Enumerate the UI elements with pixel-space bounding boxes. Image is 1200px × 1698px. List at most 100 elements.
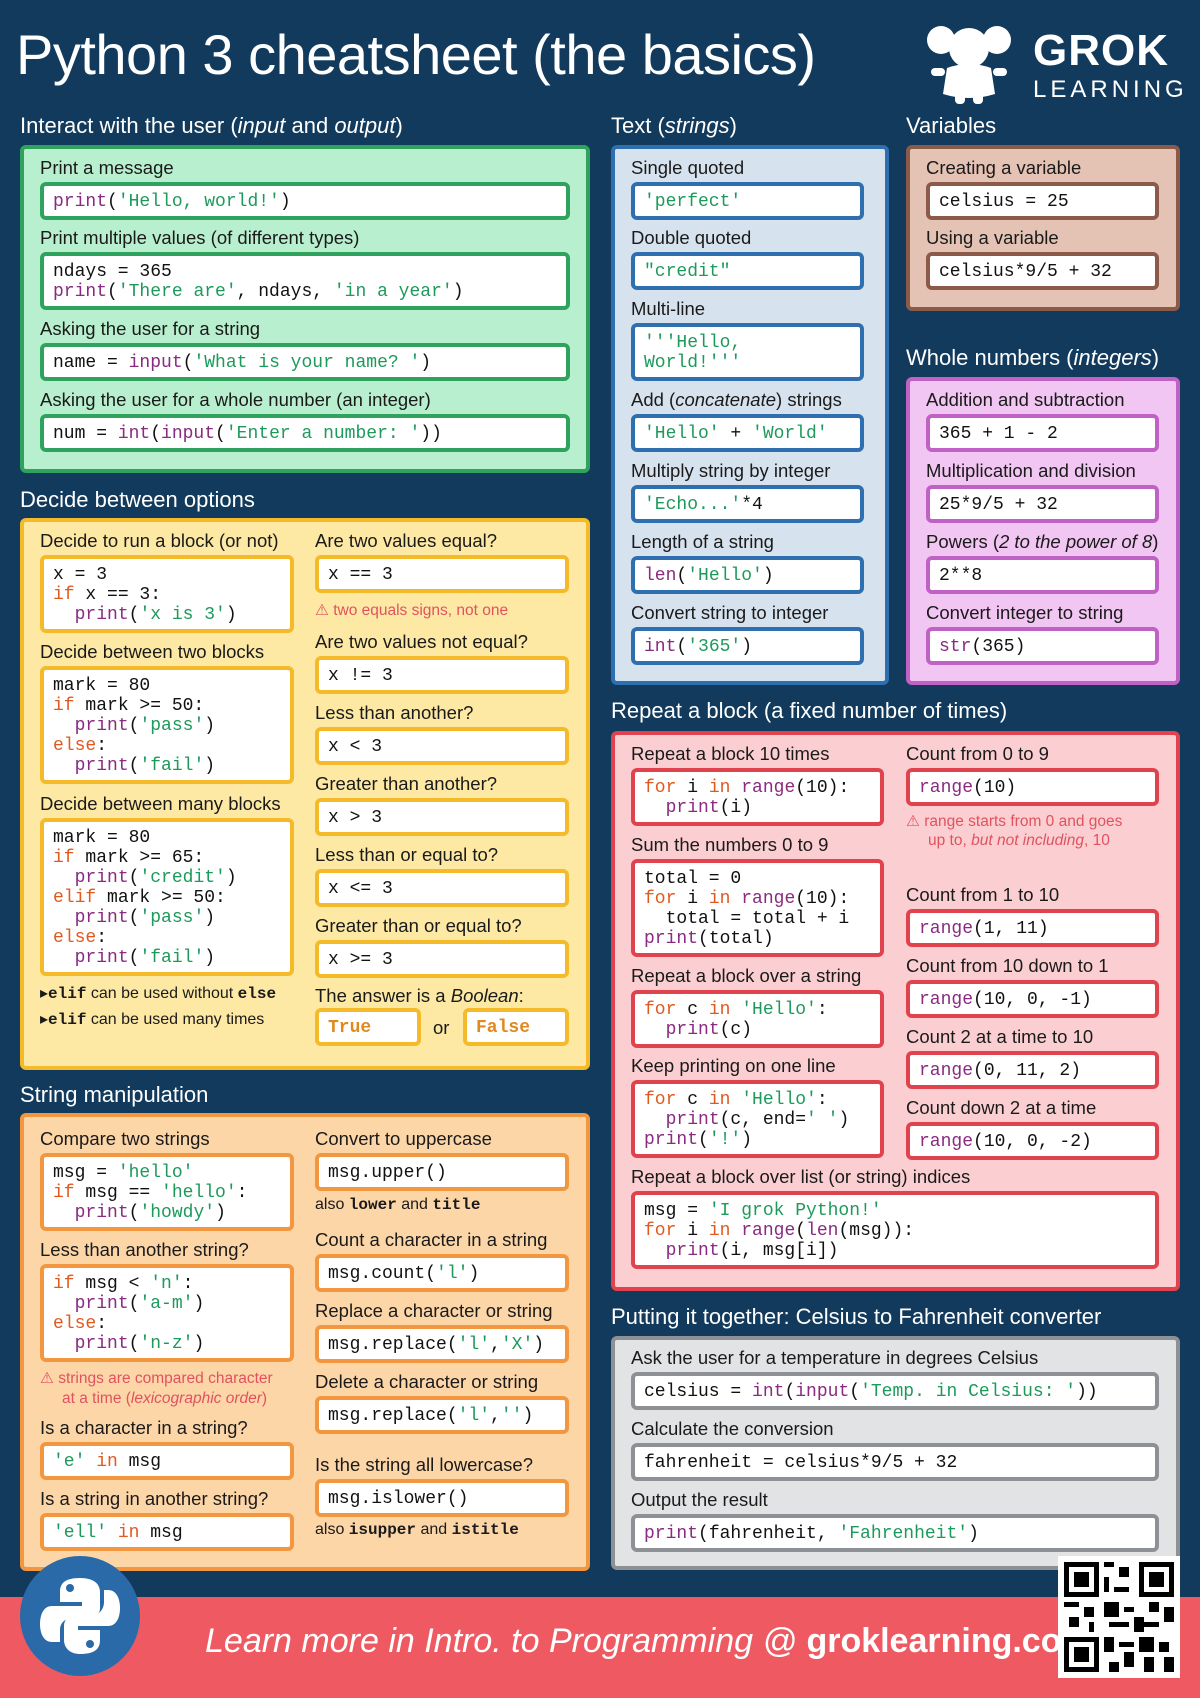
code-delete[interactable]: msg.replace('l','') [315,1396,569,1434]
page-title: Python 3 cheatsheet (the basics) [16,23,816,86]
code-decide-two[interactable]: mark = 80 if mark >= 50: print('pass') e… [40,666,294,784]
code-concatenate[interactable]: 'Hello' + 'World' [631,414,864,452]
warning-range-2: up to, but not including, 10 [928,832,1110,849]
label-less-string: Less than another string? [40,1239,249,1260]
label-repeat-10: Repeat a block 10 times [631,743,830,764]
label-decide-many: Decide between many blocks [40,793,281,814]
code-one-line[interactable]: for c in 'Hello': print(c, end=' ') prin… [631,1080,884,1158]
code-indices[interactable]: msg = 'I grok Python!' for i in range(le… [631,1191,1159,1269]
code-true[interactable]: True [315,1008,421,1046]
label-string-to-int: Convert string to integer [631,602,829,623]
code-ask-string[interactable]: name = input('What is your name? ') [40,343,570,381]
code-not-equal[interactable]: x != 3 [315,656,569,694]
label-compare: Compare two strings [40,1128,210,1149]
label-not-equal: Are two values not equal? [315,631,528,652]
label-print-multiple: Print multiple values (of different type… [40,227,360,248]
note-elif-many: ▸elif can be used many times [40,1011,265,1029]
warning-lexicographic-2: at a time (lexicographic order) [62,1390,268,1407]
code-ask-temp[interactable]: celsius = int(input('Temp. in Celsius: '… [631,1372,1159,1410]
code-string-in[interactable]: 'ell' in msg [40,1513,294,1551]
code-length[interactable]: len('Hello') [631,556,864,594]
code-greater[interactable]: x > 3 [315,798,569,836]
code-ask-integer[interactable]: num = int(input('Enter a number: ')) [40,414,570,452]
label-equal: Are two values equal? [315,530,498,551]
label-ask-string: Asking the user for a string [40,318,261,339]
code-multi-line[interactable]: '''Hello, World!''' [631,323,864,381]
label-sum-numbers: Sum the numbers 0 to 9 [631,834,829,855]
code-less[interactable]: x < 3 [315,727,569,765]
label-count-2: Count 2 at a time to 10 [906,1026,1094,1047]
label-ask-integer: Asking the user for a whole number (an i… [40,389,431,410]
code-count-1-10[interactable]: range(1, 11) [906,909,1159,947]
code-count[interactable]: msg.count('l') [315,1254,569,1292]
code-greater-equal[interactable]: x >= 3 [315,940,569,978]
label-add-sub: Addition and subtraction [926,389,1125,410]
code-mul-div[interactable]: 25*9/5 + 32 [926,485,1159,523]
label-indices: Repeat a block over list (or string) ind… [631,1166,971,1187]
label-replace: Replace a character or string [315,1300,553,1321]
code-single-quoted[interactable]: 'perfect' [631,182,864,220]
code-calc[interactable]: fahrenheit = celsius*9/5 + 32 [631,1443,1159,1481]
code-less-equal[interactable]: x <= 3 [315,869,569,907]
label-print-message: Print a message [40,157,174,178]
label-uppercase: Convert to uppercase [315,1128,492,1149]
footer-bar [0,1597,1200,1698]
code-false[interactable]: False [463,1008,569,1046]
footer-link[interactable]: Learn more in Intro. to Programming @ gr… [205,1622,1092,1660]
code-repeat-string[interactable]: for c in 'Hello': print(c) [631,990,884,1048]
code-double-quoted[interactable]: "credit" [631,252,864,290]
code-less-string[interactable]: if msg < 'n': print('a-m') else: print('… [40,1264,294,1362]
code-print-multiple[interactable]: ndays = 365 print('There are', ndays, 'i… [40,252,570,310]
code-output[interactable]: print(fahrenheit, 'Fahrenheit') [631,1514,1159,1552]
code-sum-numbers[interactable]: total = 0 for i in range(10): total = to… [631,859,884,957]
label-one-line: Keep printing on one line [631,1055,836,1076]
label-repeat-string: Repeat a block over a string [631,965,862,986]
grok-logo[interactable]: GROK LEARNING [925,24,1185,104]
label-multiply-string: Multiply string by integer [631,460,831,481]
qr-code-icon[interactable] [1058,1556,1180,1678]
code-uppercase[interactable]: msg.upper() [315,1153,569,1191]
brand-subtitle: LEARNING [1033,76,1188,103]
code-powers[interactable]: 2**8 [926,556,1159,594]
code-lowercase[interactable]: msg.islower() [315,1479,569,1517]
code-repeat-10[interactable]: for i in range(10): print(i) [631,768,884,826]
code-int-to-string[interactable]: str(365) [926,627,1159,665]
brand-name: GROK [1033,26,1169,75]
label-lowercase: Is the string all lowercase? [315,1454,533,1475]
label-powers: Powers (2 to the power of 8) [926,531,1159,552]
section-title-integers: Whole numbers (integers) [906,345,1160,370]
code-equal[interactable]: x == 3 [315,555,569,593]
section-title-interact: Interact with the user (input and output… [20,113,403,138]
code-create-variable[interactable]: celsius = 25 [926,182,1159,220]
label-or: or [433,1017,450,1038]
section-title-repeat: Repeat a block (a fixed number of times) [611,698,1008,723]
code-count-2[interactable]: range(0, 11, 2) [906,1051,1159,1089]
label-int-to-string: Convert integer to string [926,602,1124,623]
note-isupper-istitle: also isupper and istitle [315,1521,519,1539]
code-char-in[interactable]: 'e' in msg [40,1442,294,1480]
label-calc: Calculate the conversion [631,1418,834,1439]
code-replace[interactable]: msg.replace('l','X') [315,1325,569,1363]
label-delete: Delete a character or string [315,1371,539,1392]
code-decide-many[interactable]: mark = 80 if mark >= 65: print('credit')… [40,818,294,976]
label-multi-line: Multi-line [631,298,706,319]
code-compare[interactable]: msg = 'hello' if msg == 'hello': print('… [40,1153,294,1231]
code-multiply-string[interactable]: 'Echo...'*4 [631,485,864,523]
label-count: Count a character in a string [315,1229,548,1250]
section-title-decide: Decide between options [20,487,255,512]
label-single-quoted: Single quoted [631,157,745,178]
label-char-in: Is a character in a string? [40,1417,248,1438]
code-use-variable[interactable]: celsius*9/5 + 32 [926,252,1159,290]
code-string-to-int[interactable]: int('365') [631,627,864,665]
python-logo-icon [20,1556,140,1676]
section-title-text: Text (strings) [611,113,737,138]
code-count-down-2[interactable]: range(10, 0, -2) [906,1122,1159,1160]
label-decide-two: Decide between two blocks [40,641,265,662]
code-print-message[interactable]: print('Hello, world!') [40,182,570,220]
section-title-together: Putting it together: Celsius to Fahrenhe… [611,1304,1102,1329]
code-decide-run[interactable]: x = 3 if x == 3: print('x is 3') [40,555,294,633]
code-count-down[interactable]: range(10, 0, -1) [906,980,1159,1018]
warning-lexicographic: ⚠ strings are compared character [40,1370,273,1387]
code-count-0-9[interactable]: range(10) [906,768,1159,806]
code-add-sub[interactable]: 365 + 1 - 2 [926,414,1159,452]
